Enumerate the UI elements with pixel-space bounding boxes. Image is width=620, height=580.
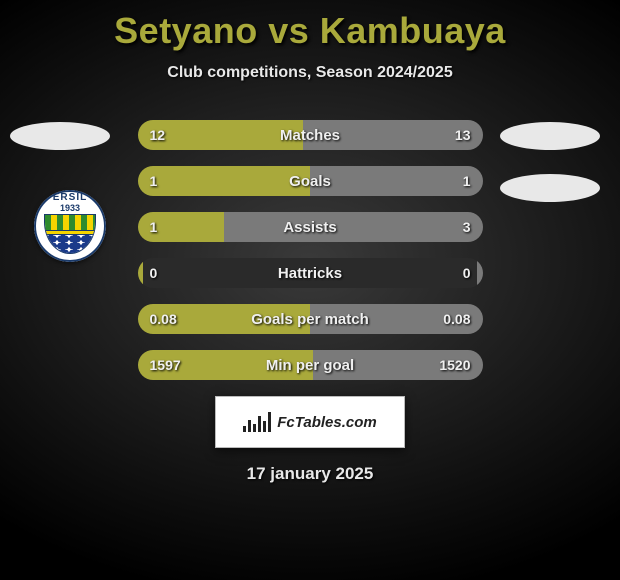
crest-ring <box>34 190 106 262</box>
stat-bar-right <box>224 212 483 242</box>
stat-bar-right <box>310 166 483 196</box>
stat-row: 11Goals <box>138 166 483 196</box>
stats-bars: 1213Matches 11Goals 13Assists 0 0Hattricks 0.… <box>138 120 483 380</box>
stat-row: 0.080.08Goals per match <box>138 304 483 334</box>
fctables-logo-icon <box>243 412 271 432</box>
stat-bar-right <box>303 120 482 150</box>
stat-value-right: 0 <box>463 258 471 288</box>
subtitle: Club competitions, Season 2024/2025 <box>0 64 620 82</box>
stat-bar-right <box>310 304 483 334</box>
stat-row: 0 0Hattricks <box>138 258 483 288</box>
stat-row: 13Assists <box>138 212 483 242</box>
stat-bar-right <box>313 350 482 380</box>
footer-attribution[interactable]: FcTables.com <box>215 396 405 448</box>
player2-placeholder-oval-1 <box>500 122 600 150</box>
stat-bar-left <box>138 166 311 196</box>
stat-label: Hattricks <box>138 258 483 288</box>
stat-bar-left <box>138 350 314 380</box>
stat-bar-right <box>477 258 482 288</box>
stat-bar-left <box>138 304 311 334</box>
player1-placeholder-oval <box>10 122 110 150</box>
content: Setyano vs Kambuaya Club competitions, S… <box>0 0 620 580</box>
footer-brand-text: FcTables.com <box>277 414 376 431</box>
stat-row: 1213Matches <box>138 120 483 150</box>
stat-row: 15971520Min per goal <box>138 350 483 380</box>
date-text: 17 january 2025 <box>0 464 620 484</box>
player2-placeholder-oval-2 <box>500 174 600 202</box>
stat-value-left: 0 <box>150 258 158 288</box>
stat-bar-left <box>138 120 304 150</box>
stat-bar-left <box>138 258 143 288</box>
stat-bar-left <box>138 212 224 242</box>
club-crest: ERSIL 1933 <box>34 190 106 262</box>
page-title: Setyano vs Kambuaya <box>0 0 620 52</box>
